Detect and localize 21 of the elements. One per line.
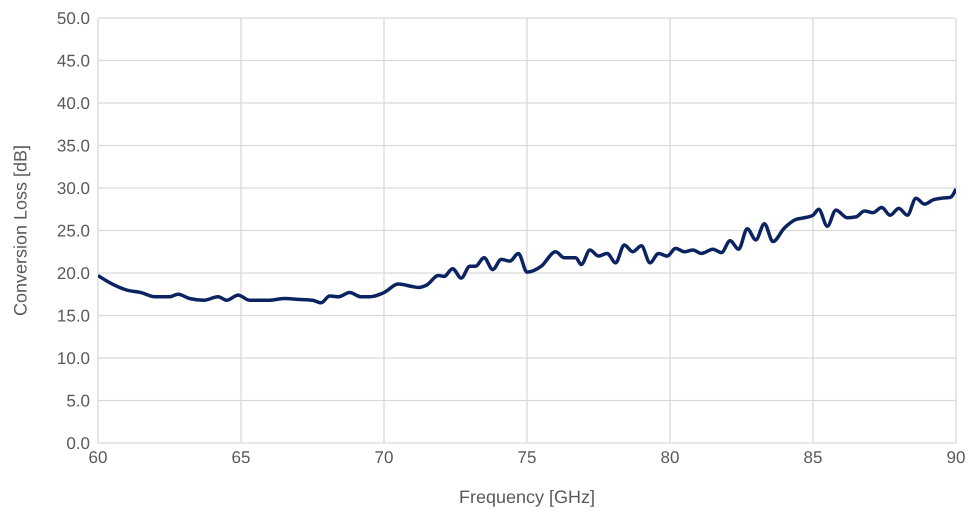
x-tick-label: 65 [232,448,250,468]
y-tick-label: 0.0 [66,434,90,454]
x-tick-label: 90 [946,448,966,468]
y-tick-label: 30.0 [56,179,90,198]
y-tick-label: 20.0 [56,264,90,284]
x-tick-label: 80 [660,448,680,468]
y-tick-label: 50.0 [56,9,90,28]
line-series [98,187,956,304]
y-tick-label: 45.0 [56,52,90,71]
x-axis-title: Frequency [GHz] [458,487,596,507]
x-tick-label: 60 [88,448,108,468]
y-tick-label: 10.0 [56,349,90,368]
x-tick-label: 70 [374,448,394,468]
y-axis-title: Conversion Loss [dB] [10,144,30,316]
y-tick-label: 25.0 [56,222,90,241]
y-tick-label: 40.0 [56,94,90,114]
x-tick-label: 75 [518,448,536,468]
y-tick-label: 5.0 [66,392,90,411]
x-tick-label: 85 [804,448,822,468]
y-tick-label: 15.0 [56,306,90,326]
y-tick-label: 35.0 [56,136,90,156]
